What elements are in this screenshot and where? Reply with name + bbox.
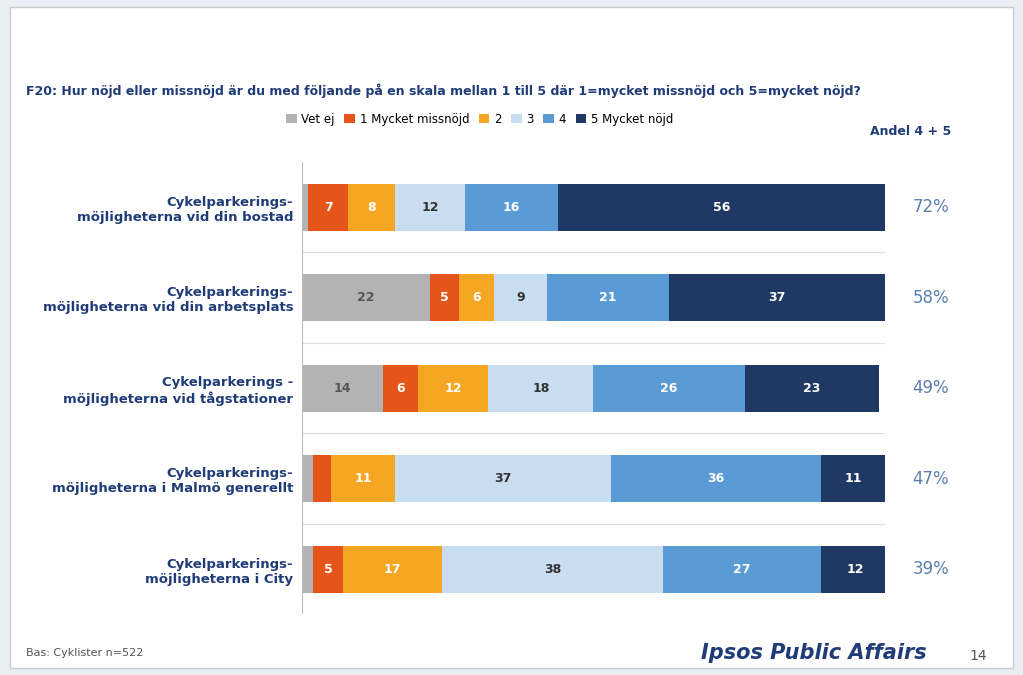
Text: 12: 12: [847, 562, 864, 576]
Bar: [343, 545, 442, 593]
Bar: [669, 274, 885, 321]
Text: 14: 14: [970, 649, 987, 663]
Text: 49%: 49%: [913, 379, 949, 397]
Bar: [302, 455, 313, 502]
Bar: [745, 364, 879, 412]
Text: 12: 12: [445, 381, 462, 395]
Bar: [302, 274, 430, 321]
Bar: [611, 455, 820, 502]
Text: 27: 27: [733, 562, 751, 576]
Text: 22: 22: [357, 291, 374, 304]
Legend: Vet ej, 1 Mycket missnöjd, 2, 3, 4, 5 Mycket nöjd: Vet ej, 1 Mycket missnöjd, 2, 3, 4, 5 My…: [281, 108, 678, 130]
Text: 23: 23: [803, 381, 820, 395]
Text: 39%: 39%: [913, 560, 949, 578]
Bar: [384, 364, 418, 412]
Text: 37: 37: [494, 472, 512, 485]
Bar: [546, 274, 669, 321]
Text: Bas: Cyklister n=522: Bas: Cyklister n=522: [26, 648, 143, 658]
Text: 12: 12: [421, 200, 439, 214]
Text: 11: 11: [844, 472, 861, 485]
Text: 36: 36: [707, 472, 724, 485]
Bar: [430, 274, 459, 321]
Bar: [331, 455, 395, 502]
Text: 16: 16: [503, 200, 521, 214]
Bar: [820, 545, 891, 593]
Text: Ipsos Public Affairs: Ipsos Public Affairs: [701, 643, 927, 663]
Text: 9: 9: [517, 291, 525, 304]
Bar: [395, 455, 611, 502]
Bar: [302, 364, 384, 412]
Text: 11: 11: [354, 472, 371, 485]
Text: 18: 18: [532, 381, 549, 395]
Bar: [442, 545, 663, 593]
Bar: [349, 184, 395, 231]
Bar: [820, 455, 885, 502]
Bar: [494, 274, 546, 321]
Bar: [302, 545, 313, 593]
Bar: [559, 184, 885, 231]
Bar: [308, 184, 349, 231]
Text: 5: 5: [440, 291, 449, 304]
Bar: [313, 545, 343, 593]
Text: 38: 38: [544, 562, 562, 576]
Bar: [313, 455, 330, 502]
Bar: [418, 364, 488, 412]
Text: 17: 17: [384, 562, 401, 576]
Text: F20: Hur nöjd eller missnöjd är du med följande på en skala mellan 1 till 5 där : F20: Hur nöjd eller missnöjd är du med f…: [26, 83, 860, 98]
Text: 56: 56: [713, 200, 730, 214]
Text: 6: 6: [397, 381, 405, 395]
Bar: [459, 274, 494, 321]
Text: 21: 21: [599, 291, 617, 304]
Text: 6: 6: [473, 291, 481, 304]
Text: Andel 4 + 5: Andel 4 + 5: [870, 126, 951, 138]
Text: 7: 7: [323, 200, 332, 214]
Text: 26: 26: [661, 381, 678, 395]
Text: 8: 8: [367, 200, 376, 214]
Bar: [663, 545, 820, 593]
Bar: [302, 184, 308, 231]
Bar: [593, 364, 745, 412]
Text: 72%: 72%: [913, 198, 949, 216]
Bar: [465, 184, 559, 231]
Text: 5: 5: [323, 562, 332, 576]
Text: 47%: 47%: [913, 470, 949, 487]
Text: 37: 37: [768, 291, 786, 304]
Bar: [395, 184, 465, 231]
Text: 14: 14: [333, 381, 351, 395]
Text: 58%: 58%: [913, 289, 949, 306]
Bar: [488, 364, 593, 412]
